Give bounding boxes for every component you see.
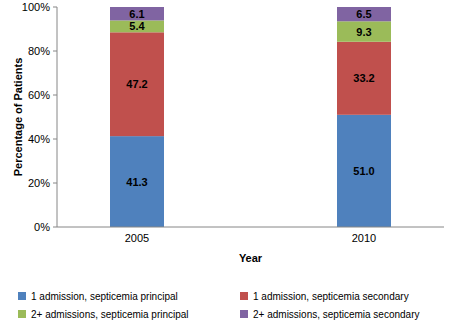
legend-label: 1 admission, septicemia secondary (253, 291, 409, 302)
legend-label: 2+ admissions, septicemia secondary (253, 309, 419, 320)
data-label: 9.3 (356, 26, 371, 38)
x-axis-title: Year (239, 252, 263, 264)
legend-swatch (240, 310, 248, 318)
bar-segment (110, 136, 164, 227)
y-axis-line (57, 7, 58, 227)
bars (110, 7, 391, 227)
legend-swatch (18, 310, 26, 318)
legend-label: 2+ admissions, septicemia principal (31, 309, 189, 320)
legend-label: 1 admission, septicemia principal (31, 291, 178, 302)
data-label: 51.0 (353, 165, 374, 177)
legend: 1 admission, septicemia principal 1 admis… (18, 291, 419, 320)
bar-segment (337, 115, 391, 227)
x-tick-label: 2010 (352, 232, 376, 244)
legend-swatch (18, 292, 26, 300)
data-label: 6.1 (129, 8, 144, 20)
y-tick (53, 183, 57, 184)
bar-segment (110, 7, 164, 20)
y-tick (53, 51, 57, 52)
bar-segment (337, 42, 391, 115)
y-tick (53, 7, 57, 8)
y-tick (53, 139, 57, 140)
data-label: 41.3 (126, 176, 147, 188)
bar-segment (337, 21, 391, 41)
y-tick-label: 40% (28, 133, 50, 145)
x-axis-line (57, 227, 444, 228)
y-tick (53, 95, 57, 96)
y-axis-title: Percentage of Patients (12, 58, 24, 177)
data-label: 6.5 (356, 8, 371, 20)
y-tick-label: 100% (22, 1, 50, 13)
data-label: 33.2 (353, 72, 374, 84)
bar-segment (110, 32, 164, 136)
y-tick-label: 80% (28, 45, 50, 57)
bar-segment (110, 20, 164, 32)
y-tick-label: 0% (34, 221, 50, 233)
y-tick-label: 60% (28, 89, 50, 101)
legend-swatch (240, 292, 248, 300)
y-tick (53, 227, 57, 228)
data-label: 47.2 (126, 78, 147, 90)
chart: 41.3 47.2 5.46.1 51.0 33.2 9.3 6.5 0% 20% 40% 60% 8… (0, 0, 450, 332)
data-label: 5.4 (129, 20, 145, 32)
y-tick-label: 20% (28, 177, 50, 189)
bar-segment (337, 7, 391, 21)
x-tick-label: 2005 (125, 232, 149, 244)
